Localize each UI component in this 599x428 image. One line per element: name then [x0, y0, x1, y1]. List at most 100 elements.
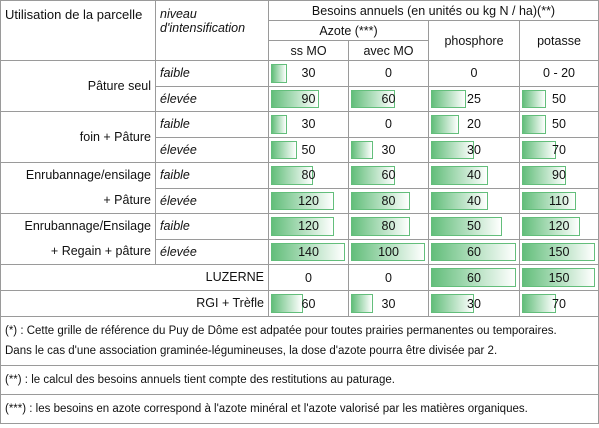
header-level: niveau d'intensification — [155, 0, 269, 61]
value: 0 — [470, 66, 478, 81]
usage-label: Enrubannage/Ensilage + Regain + pâture — [0, 213, 156, 265]
note-line: Dans le cas d'une association graminée-l… — [5, 345, 498, 357]
header-group: Besoins annuels (en unités ou kg N / ha)… — [267, 0, 599, 21]
level-label: élevée — [155, 85, 269, 112]
data-bar — [431, 115, 460, 134]
value-cell: 120 — [518, 213, 599, 240]
data-row: Enrubannage/Ensilage + Regain + pâture fai… — [0, 213, 599, 265]
data-bar — [271, 294, 303, 313]
data-bar — [522, 140, 557, 159]
value: 120 — [298, 219, 319, 234]
usage-label: RGI + Trèfle — [0, 290, 269, 317]
value-cell: 150 — [518, 238, 599, 265]
value-cell: 80 — [348, 187, 429, 214]
data-bar — [431, 242, 516, 261]
value-cell: 80 — [268, 162, 349, 189]
value: 120 — [548, 219, 570, 234]
value-cell: 70 — [518, 136, 599, 163]
value-cell: 0 — [348, 60, 429, 87]
value-cell: 140 — [268, 238, 349, 265]
usage-line: Enrubannage/ensilage — [25, 168, 151, 182]
value: 40 — [467, 193, 481, 208]
data-row: élevée 50 30 30 70 — [1, 136, 599, 163]
value-cell: 80 — [348, 213, 429, 240]
value: 80 — [381, 193, 396, 208]
value: 50 — [552, 91, 566, 106]
data-bar — [351, 242, 425, 261]
data-bar — [271, 217, 335, 236]
level-label: faible — [155, 213, 269, 240]
value-cell: 0 — [348, 111, 429, 138]
data-bar — [522, 166, 566, 185]
note-line: (**) : le calcul des besoins annuels tie… — [5, 374, 395, 386]
data-row: foin + Pâture faible 30 0 20 50 — [0, 111, 599, 163]
value-cell: 150 — [518, 264, 599, 291]
data-bar — [431, 294, 474, 313]
value: 150 — [548, 244, 570, 259]
data-bar — [351, 294, 374, 313]
header-row: Utilisation de la parcelle niveau d'inten… — [0, 0, 599, 61]
data-bar — [522, 217, 581, 236]
value: 0 — [385, 270, 392, 285]
value: 0 — [385, 66, 392, 81]
header-avec-mo: avec MO — [348, 40, 429, 61]
level-label: élevée — [155, 238, 269, 265]
usage-line: foin + Pâture — [79, 129, 151, 144]
value: 60 — [467, 270, 481, 285]
value: 40 — [467, 168, 481, 183]
level-label: élevée — [155, 136, 269, 163]
level-label: faible — [155, 111, 269, 138]
data-bar — [431, 191, 488, 210]
value: 90 — [552, 168, 566, 183]
header-azote: Azote (***) — [268, 20, 429, 41]
data-bar — [431, 166, 488, 185]
value-cell: 70 — [518, 290, 599, 317]
header-row: Azote (***) phosphore potasse — [1, 20, 599, 61]
value-cell: 50 — [518, 85, 599, 112]
value: 60 — [381, 91, 396, 106]
level-label: faible — [155, 60, 269, 87]
data-bar — [271, 115, 287, 134]
value: 50 — [467, 219, 481, 234]
note-line: (*) : Cette grille de référence du Puy d… — [5, 325, 557, 337]
data-bar — [522, 89, 547, 108]
value-cell: 30 — [348, 136, 429, 163]
value: 80 — [301, 168, 316, 183]
value: 100 — [378, 244, 399, 259]
note: (***) : les besoins en azote correspond … — [0, 394, 599, 424]
usage-line: + Regain + pâture — [50, 244, 151, 258]
value: 50 — [552, 117, 566, 132]
value-cell: 30 — [268, 60, 349, 87]
data-bar — [522, 268, 595, 287]
data-bar — [522, 294, 557, 313]
value-cell: 0 — [428, 60, 520, 87]
data-row: LUZERNE 0 0 60 150 — [0, 264, 599, 291]
value-cell: 120 — [268, 187, 349, 214]
value: 70 — [552, 142, 566, 157]
value: 30 — [301, 117, 316, 132]
value-cell: 60 — [348, 85, 429, 112]
value: 120 — [298, 193, 319, 208]
note-row: (*) : Cette grille de référence du Puy d… — [0, 316, 599, 366]
value: 60 — [381, 168, 396, 183]
note-line: (***) : les besoins en azote correspond … — [5, 403, 528, 415]
value: 20 — [467, 117, 481, 132]
value: 150 — [548, 270, 570, 285]
value: 90 — [301, 91, 316, 106]
usage-line: Pâture seul — [87, 78, 151, 93]
value: 30 — [381, 142, 396, 157]
value-cell: 60 — [348, 162, 429, 189]
value: 60 — [467, 244, 481, 259]
usage-label: Pâture seul — [0, 60, 156, 112]
value-cell: 60 — [268, 290, 349, 317]
value-cell: 30 — [428, 290, 520, 317]
usage-label: Enrubannage/ensilage + Pâture — [0, 162, 156, 214]
value: 50 — [301, 142, 316, 157]
value: 60 — [301, 296, 316, 311]
value: 30 — [467, 142, 481, 157]
usage-line: Enrubannage/Ensilage — [24, 219, 152, 233]
data-bar — [522, 115, 547, 134]
usage-line: LUZERNE — [205, 270, 264, 284]
value-cell: 100 — [348, 238, 429, 265]
